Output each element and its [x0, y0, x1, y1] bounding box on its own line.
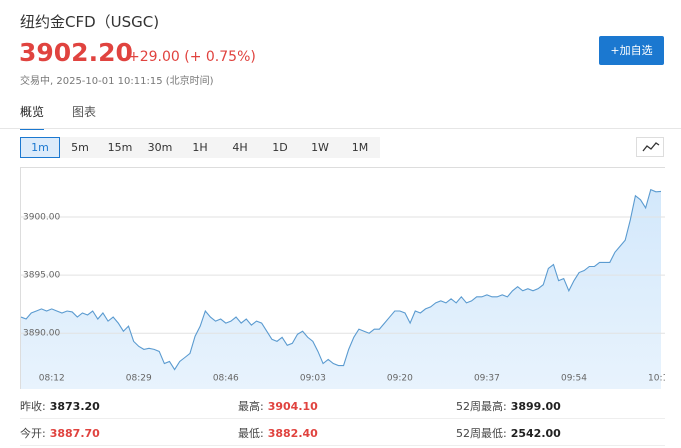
y-tick-label: 3900.00 [23, 212, 60, 222]
stat-item: 52周最低: 2542.00 [456, 425, 561, 441]
stat-label: 52周最低: [456, 427, 507, 440]
timeframe-button[interactable]: 15m [100, 137, 140, 158]
timeframe-button[interactable]: 1M [340, 137, 380, 158]
tabs: 概览 图表 [20, 103, 124, 130]
x-tick-label: 08:46 [213, 374, 239, 384]
price-change: +29.00 (+ 0.75%) [128, 49, 256, 65]
row-divider [20, 445, 665, 446]
stat-item: 最高: 3904.10 [238, 398, 318, 414]
x-tick-label: 09:20 [387, 374, 413, 384]
price-line [20, 188, 662, 371]
area [21, 189, 661, 389]
x-tick-label: 08:12 [39, 374, 65, 384]
stat-label: 52周最高: [456, 400, 507, 413]
x-tick-label: 09:03 [300, 374, 326, 384]
stat-value: 3887.70 [49, 427, 100, 440]
timeframe-button[interactable]: 1H [180, 137, 220, 158]
x-tick-label: 09:37 [474, 374, 500, 384]
stat-label: 最高: [238, 400, 264, 413]
x-tick-label: 10:11 [648, 374, 665, 384]
trading-status: 交易中, 2025-10-01 10:11:15 (北京时间) [20, 76, 214, 87]
timeframe-button[interactable]: 1m [20, 137, 60, 158]
stat-value: 3904.10 [267, 400, 318, 413]
chart: 3890.00 3895.00 3900.00 08:12 08:29 08:46 09:0… [20, 167, 665, 389]
stat-item: 最低: 3882.40 [238, 425, 318, 441]
timeframe-button[interactable]: 1D [260, 137, 300, 158]
x-tick-label: 08:29 [126, 374, 152, 384]
row-divider [20, 418, 665, 419]
tab[interactable]: 图表 [72, 105, 97, 119]
stat-item: 昨收: 3873.20 [20, 398, 100, 414]
price: 3902.20 [19, 38, 133, 67]
timeframe-button[interactable]: 30m [140, 137, 180, 158]
timeframe-button[interactable]: 5m [60, 137, 100, 158]
stat-item: 今开: 3887.70 [20, 425, 100, 441]
stat-label: 昨收: [20, 400, 46, 413]
stat-label: 今开: [20, 427, 46, 440]
stat-value: 3882.40 [267, 427, 318, 440]
divider [0, 128, 681, 129]
timeframe-button[interactable]: 4H [220, 137, 260, 158]
watch-button[interactable]: +加自选 [599, 36, 664, 65]
stat-item: 52周最高: 3899.00 [456, 398, 561, 414]
title: 纽约金CFD（USGC) [20, 13, 160, 31]
timeframe-bar: 1m 5m 15m 30m 1H 4H 1D 1W 1M [20, 137, 380, 158]
y-tick-label: 3890.00 [23, 329, 60, 339]
chart-style-button[interactable] [636, 137, 664, 157]
y-tick-label: 3895.00 [23, 271, 60, 281]
stat-value: 3873.20 [49, 400, 100, 413]
stat-value: 3899.00 [510, 400, 561, 413]
stat-label: 最低: [238, 427, 264, 440]
timeframe-button[interactable]: 1W [300, 137, 340, 158]
stat-value: 2542.00 [510, 427, 561, 440]
tab[interactable]: 概览 [20, 103, 45, 130]
chart-icon [642, 142, 660, 152]
x-tick-label: 09:54 [561, 374, 587, 384]
